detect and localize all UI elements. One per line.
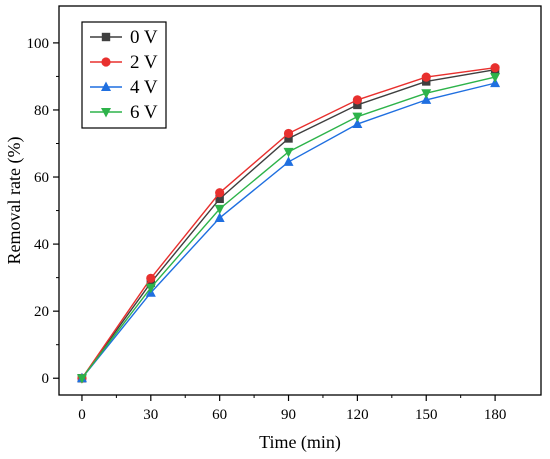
plot-area — [76, 63, 501, 384]
data-point — [283, 147, 294, 158]
x-axis-title: Time (min) — [259, 432, 341, 453]
data-point — [215, 188, 225, 198]
legend-label: 0 V — [130, 27, 158, 48]
y-tick-label: 20 — [34, 304, 49, 320]
x-tick-label: 150 — [415, 407, 438, 423]
data-point — [145, 283, 156, 294]
y-tick-label: 100 — [27, 36, 50, 52]
y-axis-title: Removal rate (%) — [4, 137, 25, 265]
x-tick-label: 90 — [281, 407, 296, 423]
data-point — [215, 194, 224, 204]
data-point — [283, 128, 294, 139]
data-point — [214, 204, 225, 215]
legend-box — [81, 21, 167, 129]
data-point — [76, 374, 87, 384]
legend-marker — [101, 81, 111, 91]
y-tick-label: 80 — [34, 103, 49, 119]
legend-label: 2 V — [130, 52, 158, 73]
data-point — [284, 134, 293, 143]
x-tick-label: 60 — [212, 407, 227, 423]
axes: 0 30 60 90 120 150 180 0 20 40 60 80 100 — [27, 36, 507, 423]
legend-item: 6 V — [90, 102, 158, 123]
data-point — [490, 73, 501, 83]
x-tick-label: 0 — [78, 407, 86, 423]
legend-marker — [101, 32, 111, 42]
data-point — [353, 100, 362, 110]
legend-label: 6 V — [130, 102, 158, 123]
series-3 — [76, 73, 501, 384]
data-point — [352, 112, 363, 123]
legend-item: 4 V — [90, 77, 158, 98]
data-point — [352, 95, 362, 105]
data-point — [283, 156, 294, 166]
data-point — [421, 72, 431, 82]
x-tick-label: 120 — [346, 407, 369, 423]
y-tick-label: 40 — [34, 237, 49, 253]
data-point — [421, 94, 432, 104]
y-tick-label: 60 — [34, 170, 49, 186]
data-point — [214, 212, 225, 222]
series-1 — [77, 63, 500, 383]
legend: 0 V 2 V 4 V 6 V — [81, 21, 167, 129]
x-tick-label: 30 — [143, 407, 158, 423]
legend-item: 2 V — [90, 52, 158, 73]
legend-marker — [101, 57, 111, 67]
y-tick-label: 0 — [42, 371, 50, 387]
legend-marker — [101, 108, 111, 118]
data-point — [421, 89, 432, 99]
data-point — [146, 273, 156, 283]
legend-item: 0 V — [90, 27, 158, 48]
legend-label: 4 V — [130, 77, 158, 98]
plot-frame — [58, 5, 542, 396]
data-point — [490, 63, 500, 73]
data-point — [352, 118, 363, 129]
x-tick-label: 180 — [484, 407, 507, 423]
